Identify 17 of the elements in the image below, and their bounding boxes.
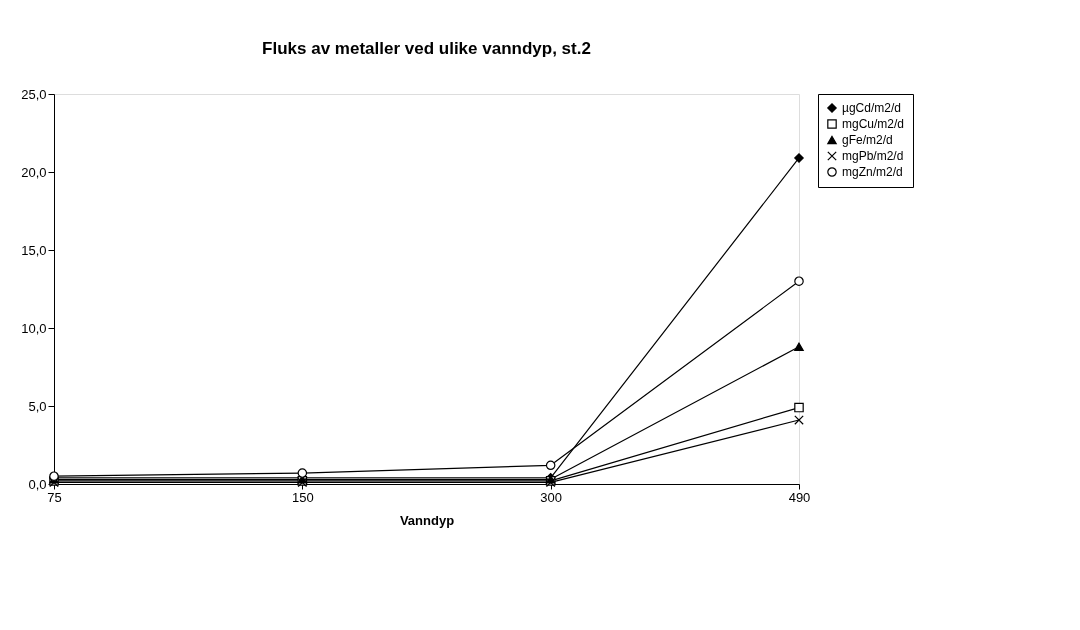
x-tick-label: 75	[47, 489, 62, 505]
legend-label: gFe/m2/d	[842, 133, 893, 147]
y-tick-label: 25,0	[21, 86, 47, 102]
y-tick-label: 15,0	[21, 242, 47, 258]
y-tick-label: 5,0	[28, 398, 47, 414]
x-tick-label: 490	[788, 489, 811, 505]
x-tick-label: 300	[540, 489, 563, 505]
legend-label: µgCd/m2/d	[842, 101, 901, 115]
legend-label: mgZn/m2/d	[842, 165, 903, 179]
x-axis-title: Vanndyp	[399, 512, 455, 528]
chart-title: Fluks av metaller ved ulike vanndyp, st.2	[262, 39, 591, 58]
x-tick-label: 150	[291, 489, 314, 505]
legend-label: mgPb/m2/d	[842, 149, 904, 163]
y-tick-label: 20,0	[21, 164, 47, 180]
y-tick-label: 10,0	[21, 320, 47, 336]
legend-label: mgCu/m2/d	[842, 117, 905, 131]
y-tick-label: 0,0	[28, 476, 47, 492]
